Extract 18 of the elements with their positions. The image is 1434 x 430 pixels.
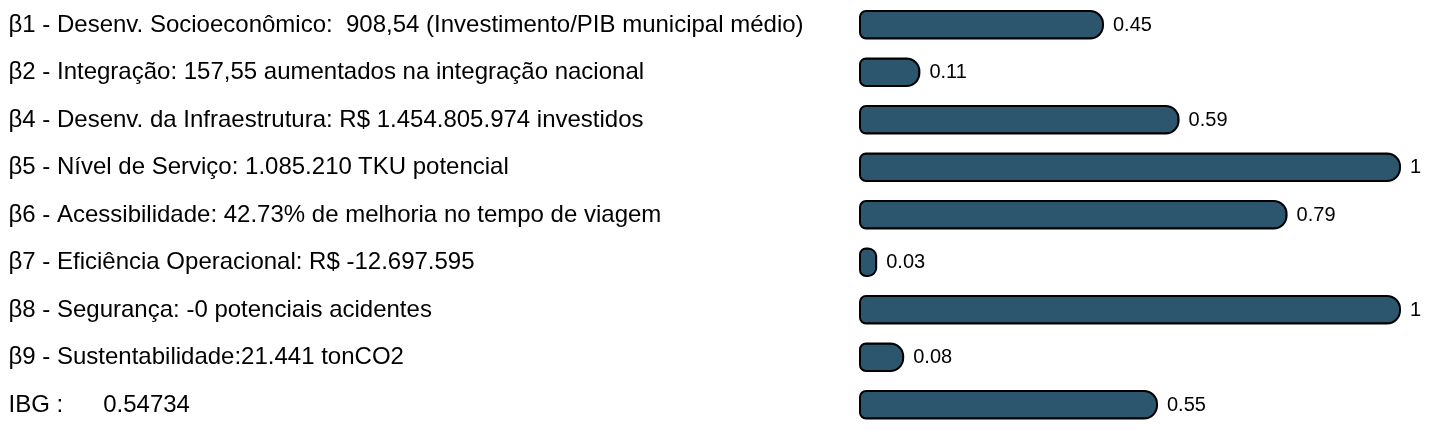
data-label: 0.08 <box>913 345 953 368</box>
y-tick-label: β2 - Integração: 157,55 aumentados na integração nacional <box>8 57 645 85</box>
data-label: 0.79 <box>1296 202 1336 225</box>
y-tick-label: β9 - Sustentabilidade:21.441 tonCO2 <box>8 342 404 370</box>
data-label: 0.11 <box>929 60 967 83</box>
y-tick-label: β1 - Desenv. Socioeconômico: 908,54 (Investimento/PIB municipal médio) <box>8 9 804 37</box>
data-label: 1 <box>1410 155 1422 178</box>
y-tick-label: β5 - Nível de Serviço: 1.085.210 TKU potencial <box>8 152 509 180</box>
data-label: 0.59 <box>1188 107 1228 130</box>
data-label: 0.55 <box>1167 392 1206 415</box>
y-tick-label: β6 - Acessibilidade: 42.73% de melhoria no tempo de viagem <box>8 199 662 227</box>
y-tick-label: β8 - Segurança: -0 potenciais acidentes <box>8 294 432 322</box>
data-label: 0.45 <box>1113 12 1152 35</box>
y-tick-label: β4 - Desenv. da Infraestrutura: R$ 1.454.805.974 investidos <box>8 104 644 132</box>
data-label: 1 <box>1410 297 1422 320</box>
data-label: 0.03 <box>886 250 926 273</box>
y-tick-label: β7 - Eficiência Operacional: R$ -12.697.595 <box>8 247 475 275</box>
y-tick-label: IBG : 0.54734 <box>8 389 190 417</box>
